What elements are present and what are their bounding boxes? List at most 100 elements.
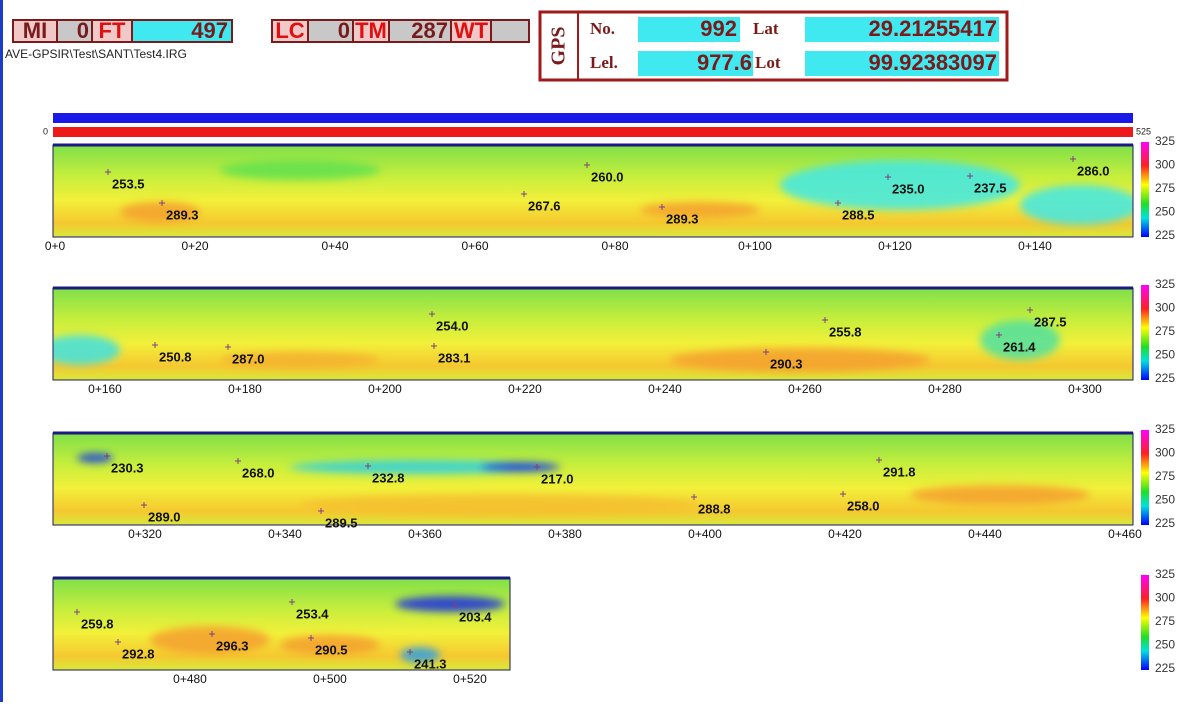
- blue-bar: [53, 113, 1133, 123]
- tick-label: 0+400: [688, 527, 722, 541]
- tick-label: 0+480: [173, 672, 207, 686]
- tick-label: 0+420: [828, 527, 862, 541]
- marker-cross: [691, 494, 697, 500]
- temperature-label: 292.8: [122, 646, 155, 661]
- marker-cross: [876, 457, 882, 463]
- marker-cross: [152, 342, 158, 348]
- heat-blobs: [120, 160, 1133, 225]
- lot-box: [805, 51, 999, 76]
- progress-end: 525: [1136, 126, 1151, 136]
- marker-cross: [365, 463, 371, 469]
- scale-label: 250: [1155, 205, 1175, 219]
- scale-label: 225: [1155, 371, 1175, 385]
- scale-label: 275: [1155, 469, 1175, 483]
- tick-label: 0+460: [1108, 527, 1142, 541]
- mi-label: MI: [23, 18, 47, 43]
- temperature-label: 268.0: [242, 465, 275, 480]
- ft-label: FT: [99, 18, 126, 43]
- tick-label: 0+320: [128, 527, 162, 541]
- no-label: No.: [590, 19, 615, 38]
- marker-cross: [104, 453, 110, 459]
- heat-blob: [910, 485, 1090, 505]
- no-box: [638, 17, 740, 42]
- tick-label: 0+440: [968, 527, 1002, 541]
- wt-box: [490, 19, 530, 43]
- marker-cross: [1070, 156, 1076, 162]
- temperature-label: 288.8: [698, 501, 731, 516]
- tick-label: 0+360: [408, 527, 442, 541]
- scale-label: 300: [1155, 158, 1175, 172]
- progress-start: 0: [43, 126, 48, 136]
- heat-blob: [1020, 185, 1133, 225]
- temperature-label: 259.8: [81, 616, 114, 631]
- scale-label: 225: [1155, 228, 1175, 242]
- tick-label: 0+100: [738, 239, 772, 253]
- tick-label: 0+20: [181, 239, 208, 253]
- temperature-label: 288.5: [842, 207, 875, 222]
- marker-cross: [209, 631, 215, 637]
- marker-cross: [429, 311, 435, 317]
- scale-label: 225: [1155, 516, 1175, 530]
- tick-label: 0+220: [508, 382, 542, 396]
- ft-box: [131, 19, 233, 43]
- tick-label: 0+180: [228, 382, 262, 396]
- lat-box: [805, 17, 999, 42]
- tm-value: 287: [411, 18, 448, 43]
- lc-value: 0: [338, 18, 350, 43]
- temperature-label: 290.3: [770, 356, 803, 371]
- temperature-label: 203.4: [459, 609, 492, 624]
- temperature-label: 287.5: [1034, 314, 1067, 329]
- scale-label: 325: [1155, 422, 1175, 436]
- scan-strip: 0+480 0+500 0+520 259.8 292.8 296.3 253.4 290.5…: [52, 567, 1175, 686]
- scan-strip: 0+320 0+340 0+360 0+380 0+400 0+420 0+440 0+460…: [52, 422, 1175, 541]
- marker-cross: [521, 191, 527, 197]
- marker-cross: [452, 602, 458, 608]
- heat-blob: [220, 352, 380, 368]
- tick-label: 0+60: [461, 239, 488, 253]
- scan-strip: 0+160 0+180 0+200 0+220 0+240 0+260 0+280 0+300…: [52, 277, 1175, 396]
- temperature-label: 235.0: [892, 181, 925, 196]
- scale-label: 275: [1155, 181, 1175, 195]
- tick-label: 0+300: [1068, 382, 1102, 396]
- temperature-label: 286.0: [1077, 163, 1110, 178]
- header: MI 0 FT 497 LC 0 TM 287 WT AVE-GPSIR\Tes…: [5, 18, 530, 61]
- temperature-label: 241.3: [414, 656, 447, 671]
- scale-label: 275: [1155, 614, 1175, 628]
- heat-blob: [300, 495, 700, 515]
- temperature-label: 283.1: [438, 350, 471, 365]
- red-bar: [53, 127, 1133, 137]
- temperature-label: 255.8: [829, 324, 862, 339]
- marker-cross: [159, 200, 165, 206]
- scale-label: 300: [1155, 301, 1175, 315]
- temperature-label: 250.8: [159, 349, 192, 364]
- heat-blob: [150, 626, 270, 654]
- temperature-label: 254.0: [436, 318, 469, 333]
- lel-box: [638, 51, 753, 76]
- scale-label: 250: [1155, 638, 1175, 652]
- marker-cross: [840, 491, 846, 497]
- tm-label: TM: [355, 18, 387, 43]
- marker-cross: [885, 174, 891, 180]
- marker-cross: [822, 317, 828, 323]
- tick-label: 0+340: [268, 527, 302, 541]
- scale-label: 225: [1155, 661, 1175, 675]
- marker-cross: [318, 508, 324, 514]
- temperature-label: 267.6: [528, 198, 561, 213]
- temperature-label: 230.3: [111, 460, 144, 475]
- marker-cross: [308, 635, 314, 641]
- scale-label: 300: [1155, 446, 1175, 460]
- scale-label: 300: [1155, 591, 1175, 605]
- tick-label: 0+0: [45, 239, 66, 253]
- marker-cross: [534, 464, 540, 470]
- gps-panel: GPS No. 992 Lat 29.21255417 Lel. 977.6 L…: [538, 10, 1009, 82]
- color-scale: [1141, 575, 1149, 670]
- marker-cross: [235, 458, 241, 464]
- temperature-label: 289.5: [325, 515, 358, 530]
- scale-label: 325: [1155, 277, 1175, 291]
- heat-blobs: [150, 596, 505, 663]
- lc-label: LC: [275, 18, 304, 43]
- scale-label: 250: [1155, 493, 1175, 507]
- temperature-label: 289.0: [148, 509, 181, 524]
- tick-label: 0+260: [788, 382, 822, 396]
- color-scale: [1141, 285, 1149, 380]
